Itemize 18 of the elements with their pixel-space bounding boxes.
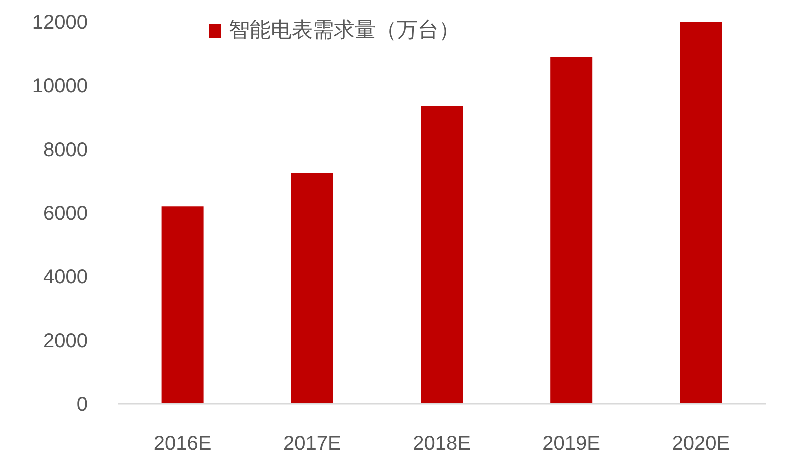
y-tick-label: 2000 [44, 330, 88, 352]
y-tick-label: 12000 [32, 12, 88, 34]
legend-label: 智能电表需求量（万台） [229, 19, 460, 42]
bar [421, 106, 463, 404]
y-tick-label: 0 [76, 394, 88, 416]
y-tick-label: 4000 [44, 266, 88, 289]
bar [550, 57, 593, 404]
bar [680, 22, 722, 404]
x-tick-label: 2017E [283, 433, 342, 455]
x-tick-label: 2016E [154, 433, 212, 455]
y-tick-label: 6000 [44, 203, 88, 225]
bar [291, 173, 334, 404]
x-tick-label: 2018E [413, 433, 471, 455]
y-tick-label: 8000 [44, 139, 88, 162]
bar [162, 206, 204, 404]
y-tick-label: 10000 [32, 76, 88, 98]
x-tick-label: 2020E [672, 433, 730, 455]
x-tick-label: 2019E [542, 433, 601, 455]
